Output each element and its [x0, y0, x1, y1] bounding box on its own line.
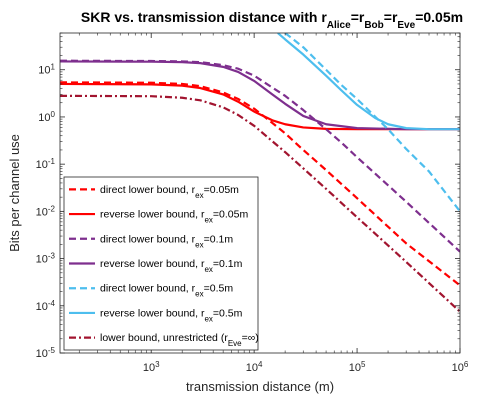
x-tick-label: 106	[452, 360, 469, 375]
legend-entry-7: lower bound, unrestricted (rEve=∞)	[100, 332, 259, 348]
x-tick-label: 104	[246, 360, 263, 375]
legend-entry-6: reverse lower bound, rex=0.5m	[100, 307, 243, 323]
series-line-4	[60, 60, 460, 131]
series-line-6	[277, 33, 460, 131]
series-line-7	[60, 94, 460, 313]
legend: direct lower bound, rex=0.05m reverse low…	[63, 176, 259, 351]
y-tick-label: 10-3	[36, 251, 56, 266]
chart-title: SKR vs. transmission distance with rAlic…	[81, 9, 463, 31]
y-tick-label: 10-5	[36, 346, 56, 361]
y-tick-label: 10-2	[36, 204, 56, 219]
x-tick-label: 105	[349, 360, 366, 375]
series-line-2	[60, 82, 460, 131]
legend-entry-3: direct lower bound, rex=0.1m	[100, 233, 233, 249]
y-tick-label: 100	[38, 109, 55, 124]
y-tick-label: 101	[38, 62, 55, 77]
legend-entry-1: direct lower bound, rex=0.05m	[100, 184, 239, 200]
series-line-3	[60, 59, 460, 253]
x-tick-label: 103	[143, 360, 160, 375]
legend-entry-5: direct lower bound, rex=0.5m	[100, 283, 233, 299]
y-axis-label: Bits per channel use	[7, 134, 22, 252]
series-line-5	[284, 33, 460, 213]
legend-entry-2: reverse lower bound, rex=0.05m	[100, 209, 248, 225]
x-axis-label: transmission distance (m)	[186, 379, 334, 394]
plot-frame	[59, 32, 461, 354]
legend-entry-4: reverse lower bound, rex=0.1m	[100, 258, 243, 274]
y-tick-label: 10-1	[36, 157, 56, 172]
legend-box	[63, 176, 259, 351]
y-tick-label: 10-4	[36, 298, 56, 313]
